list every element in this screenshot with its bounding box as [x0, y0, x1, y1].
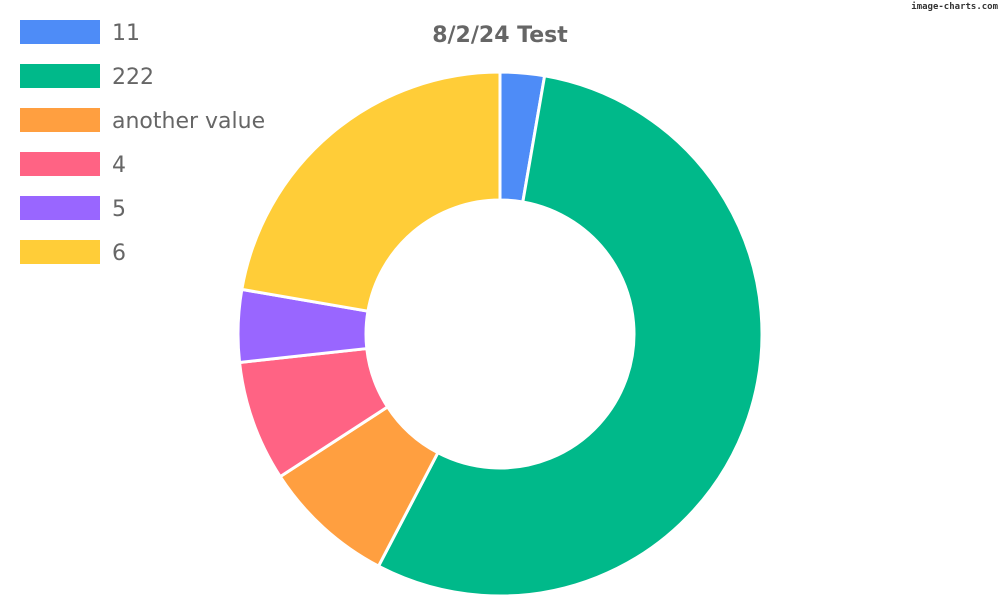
legend-swatch [20, 64, 100, 88]
legend-swatch [20, 196, 100, 220]
legend-label: 4 [112, 153, 126, 178]
legend-item: 5 [20, 196, 126, 222]
legend-item: 222 [20, 64, 154, 90]
legend-item: 6 [20, 240, 126, 266]
slice-5 [240, 70, 502, 313]
legend-swatch [20, 240, 100, 264]
legend-item: 11 [20, 20, 140, 46]
legend-label: 222 [112, 65, 154, 90]
legend-label: 5 [112, 197, 126, 222]
legend-label: 11 [112, 21, 140, 46]
legend-item: 4 [20, 152, 126, 178]
legend-swatch [20, 108, 100, 132]
slice-group [236, 70, 764, 598]
chart-title: 8/2/24 Test [432, 23, 568, 48]
legend-label: 6 [112, 241, 126, 266]
legend-swatch [20, 152, 100, 176]
legend-label: another value [112, 109, 265, 134]
legend-item: another value [20, 108, 265, 134]
watermark: image-charts.com [911, 1, 998, 12]
slice-1 [377, 74, 764, 598]
legend: 11 222 another value 4 5 6 [20, 20, 265, 266]
legend-swatch [20, 20, 100, 44]
